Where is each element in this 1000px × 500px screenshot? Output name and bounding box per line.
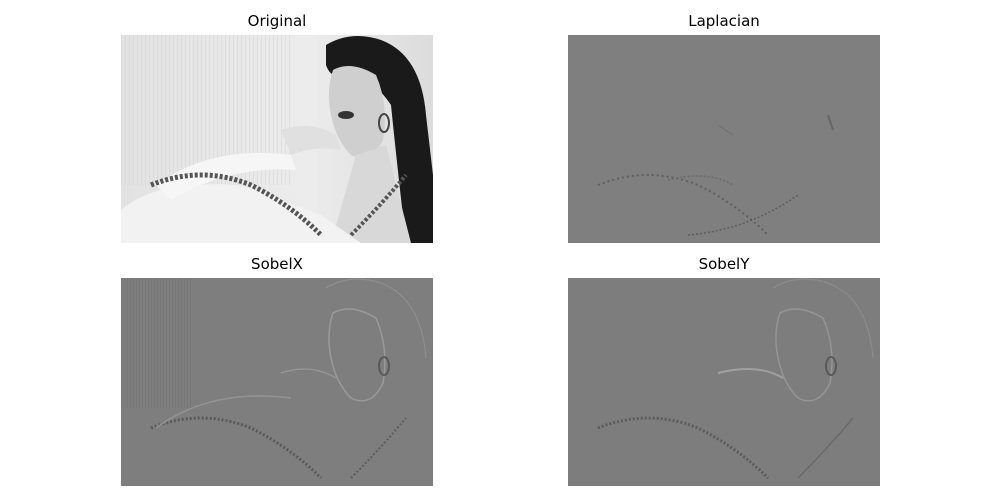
laplacian-image [568, 35, 880, 243]
sobelx-image [121, 278, 433, 486]
panel-title-original: Original [247, 12, 307, 30]
panel-title-sobely: SobelY [698, 255, 750, 273]
panel-title-laplacian: Laplacian [688, 12, 760, 30]
panel-title-sobelx: SobelX [251, 255, 303, 273]
original-image [121, 35, 433, 243]
sobely-image [568, 278, 880, 486]
